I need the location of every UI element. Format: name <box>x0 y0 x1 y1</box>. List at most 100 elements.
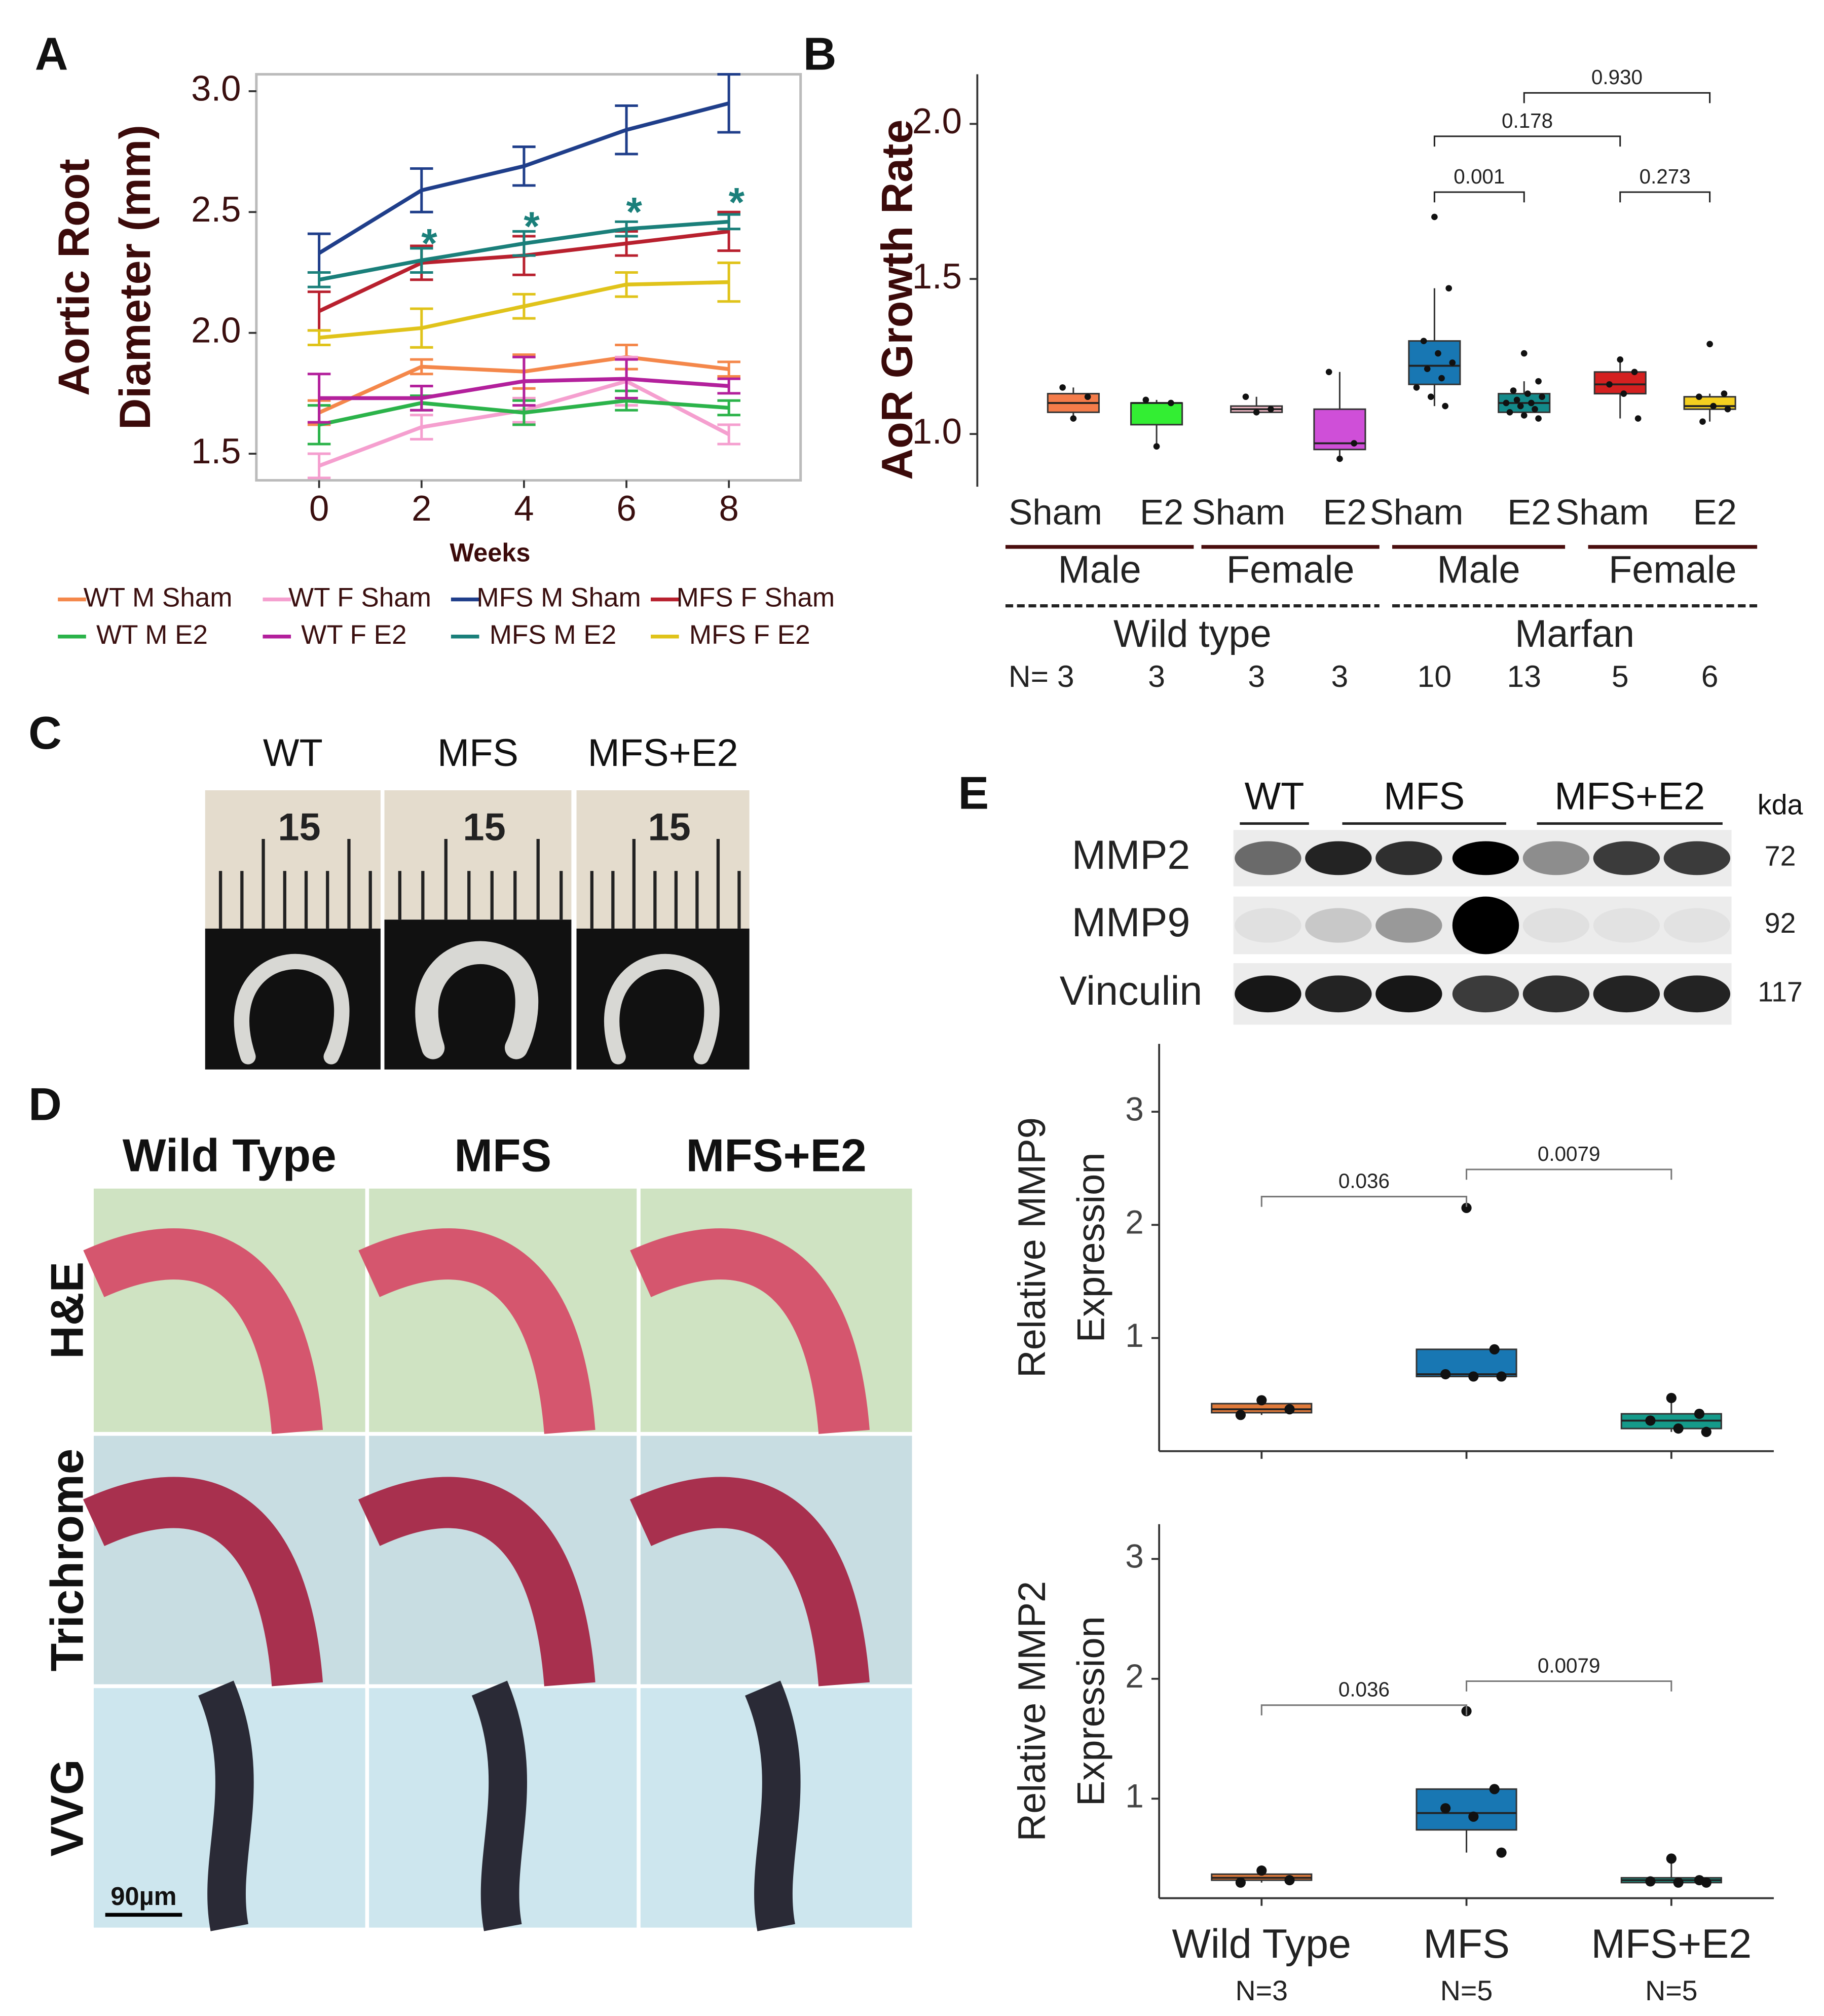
blot-size-label: 117 <box>1758 976 1803 1007</box>
group-label: Male <box>1437 548 1520 591</box>
data-point <box>1520 350 1528 357</box>
significance-bracket <box>1619 191 1711 203</box>
data-point <box>1440 1803 1451 1814</box>
vessel-wall <box>83 1228 323 1434</box>
category-label: Sham <box>1370 492 1464 532</box>
y-tick-label: 1.0 <box>912 411 962 451</box>
y-tick-label: 2.0 <box>912 101 962 141</box>
significance-bracket <box>1433 191 1525 203</box>
ruler-photo <box>205 790 381 929</box>
blot-band <box>1305 908 1372 943</box>
data-point <box>1631 369 1638 376</box>
tissue-photo <box>205 928 381 1070</box>
category-label: MFS <box>1423 1921 1510 1967</box>
data-point <box>1070 415 1077 422</box>
data-point <box>1701 1877 1711 1888</box>
blot-row-label: MMP9 <box>1072 900 1190 945</box>
blot-band <box>1235 975 1301 1013</box>
annotation: * <box>524 204 540 249</box>
error-bar <box>410 414 433 441</box>
data-point <box>1724 406 1731 413</box>
histology-image <box>93 1436 365 1684</box>
blot-row-label: Vinculin <box>1060 968 1203 1014</box>
data-point <box>1059 384 1066 391</box>
data-point <box>1699 418 1706 425</box>
error-bar <box>512 355 536 407</box>
data-point <box>1284 1875 1295 1886</box>
vessel-wall <box>358 1228 595 1434</box>
blot-band <box>1235 841 1301 875</box>
blot-band <box>1663 975 1731 1013</box>
n-label: 13 <box>1507 659 1541 693</box>
p-value: 0.273 <box>1640 165 1691 188</box>
vessel-wall <box>198 1680 254 1931</box>
p-value: 0.0079 <box>1538 1142 1600 1165</box>
data-point <box>1535 415 1542 422</box>
vessel-wall <box>471 1680 527 1931</box>
blot-band <box>1452 975 1519 1013</box>
n-label: 6 <box>1701 659 1719 693</box>
x-tick-label: 0 <box>309 488 329 528</box>
annotation: * <box>729 180 745 226</box>
x-tick-label: 4 <box>514 488 534 528</box>
panel-letter: B <box>803 29 837 80</box>
data-point <box>1438 375 1445 382</box>
n-label: 10 <box>1418 659 1451 693</box>
box <box>1130 402 1183 426</box>
category-label: Sham <box>1192 492 1285 532</box>
y-axis-label: AoR Growth Rate <box>873 120 921 480</box>
data-point <box>1606 381 1613 388</box>
p-value: 0.036 <box>1338 1169 1390 1192</box>
histology-image <box>369 1436 637 1684</box>
y-axis-label: Relative MMP9 <box>1011 1117 1054 1378</box>
blot-band <box>1235 908 1301 943</box>
y-axis-label: Expression <box>1069 1153 1112 1343</box>
category-label: Sham <box>1555 492 1649 532</box>
data-point <box>1617 356 1624 363</box>
y-tick-label: 1.5 <box>191 431 241 471</box>
legend-label: WT F Sham <box>288 583 431 613</box>
y-tick-label: 2.5 <box>191 189 241 229</box>
category-label: E2 <box>1507 492 1551 532</box>
column-label: MFS+E2 <box>588 731 738 775</box>
data-point <box>1532 406 1538 413</box>
aorta-sample <box>234 954 350 1065</box>
blot-band <box>1375 975 1442 1013</box>
scale-label: 90µm <box>110 1882 176 1911</box>
data-point <box>1449 359 1456 366</box>
vessel-wall <box>83 1477 323 1687</box>
blot-band <box>1663 908 1731 943</box>
legend-label: WT M E2 <box>96 620 208 650</box>
significance-bracket <box>1260 1196 1468 1207</box>
category-label: MFS+E2 <box>1591 1921 1752 1967</box>
data-point <box>1634 415 1642 422</box>
blot-band <box>1522 841 1590 875</box>
row-label: H&E <box>42 1262 93 1359</box>
supergroup-label: Marfan <box>1515 612 1634 655</box>
data-point <box>1242 393 1249 400</box>
data-point <box>1424 365 1431 373</box>
data-point <box>1431 213 1438 221</box>
error-bar <box>410 307 433 349</box>
legend-label: MFS M E2 <box>490 620 617 650</box>
column-label: MFS <box>454 1130 551 1182</box>
data-point <box>1461 1202 1472 1213</box>
data-point <box>1528 399 1535 407</box>
data-point <box>1520 412 1528 419</box>
ruler-number: 15 <box>463 805 505 849</box>
data-point <box>1620 390 1627 397</box>
category-label: Wild Type <box>1172 1921 1351 1967</box>
error-bar <box>512 292 536 320</box>
data-point <box>1284 1404 1295 1415</box>
group-label: WT <box>1245 775 1305 818</box>
data-point <box>1168 399 1174 407</box>
data-point <box>1666 1853 1677 1864</box>
blot-band <box>1593 908 1660 943</box>
histology-image <box>93 1188 365 1432</box>
error-bar <box>307 329 331 347</box>
data-point <box>1153 443 1160 450</box>
category-label: E2 <box>1693 492 1737 532</box>
group-label: Female <box>1609 548 1737 591</box>
column-label: MFS+E2 <box>686 1130 866 1182</box>
